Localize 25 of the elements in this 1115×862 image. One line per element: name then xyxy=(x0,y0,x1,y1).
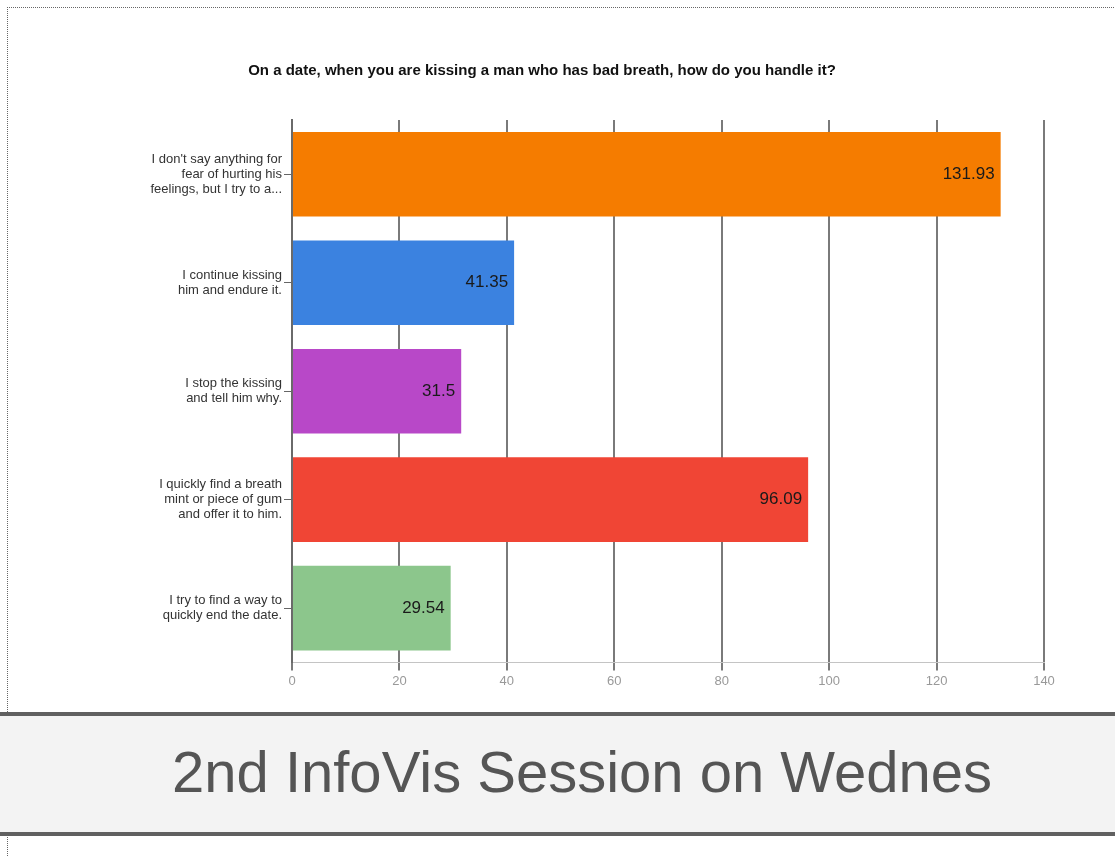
y-tick-label: I continue kissing him and endure it. xyxy=(177,266,282,297)
y-tick-label: I don't say anything for fear of hurting his feelings, but I try to a... xyxy=(150,150,283,196)
bar xyxy=(293,240,515,326)
chart-title: On a date, when you are kissing a man who has bad breath, how do you handle it? xyxy=(248,61,836,79)
x-tick-label: 60 xyxy=(607,672,622,688)
x-tick-label: 0 xyxy=(288,672,296,688)
bar xyxy=(293,131,1001,217)
data-label: 29.54 xyxy=(402,597,445,617)
x-tick-label: 80 xyxy=(714,672,729,688)
x-tick-label: 40 xyxy=(499,672,515,688)
bar xyxy=(293,457,809,542)
data-label: 131.93 xyxy=(942,163,995,183)
x-tick-label: 140 xyxy=(1033,672,1055,688)
y-tick-label: I quickly find a breath mint or piece of gum and offer it to him. xyxy=(159,476,282,522)
text: 2nd InfoVis Session on Wednes xyxy=(172,738,993,806)
data-label: 31.5 xyxy=(422,380,456,400)
bar xyxy=(293,565,451,651)
x-tick-label: 120 xyxy=(925,672,948,688)
bar xyxy=(293,348,462,434)
x-tick-label: 20 xyxy=(392,672,407,688)
data-label: 41.35 xyxy=(465,272,509,292)
x-tick-label: 100 xyxy=(818,672,840,688)
y-tick-label: I try to find a way to quickly end the date. xyxy=(162,592,282,623)
data-label: 96.09 xyxy=(759,489,803,509)
y-tick-label: I stop the kissing and tell him why. xyxy=(185,375,282,406)
